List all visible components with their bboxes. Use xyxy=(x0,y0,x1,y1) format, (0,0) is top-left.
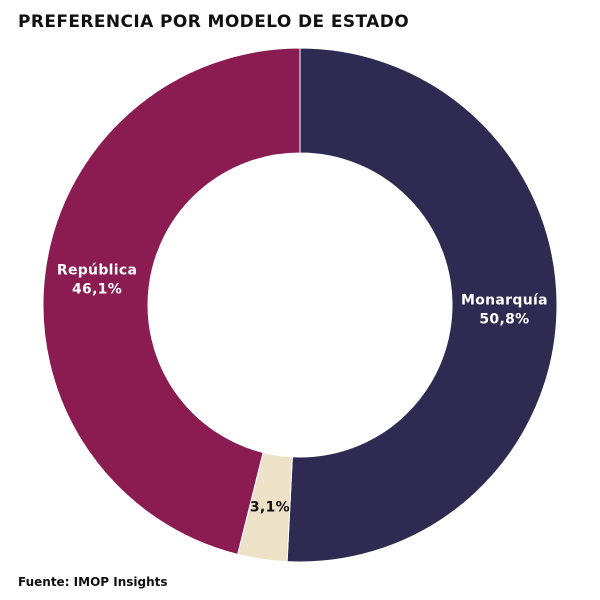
slice-value-label: 50,8% xyxy=(479,312,529,328)
source-note: Fuente: IMOP Insights xyxy=(18,575,168,589)
donut-labels: Monarquía 50,8% 3,1% República 46,1% xyxy=(57,263,548,516)
slice-value-label: 46,1% xyxy=(72,282,122,298)
slice-name-label: República xyxy=(57,263,137,279)
slice-name-label: Monarquía xyxy=(461,293,548,309)
chart-title: PREFERENCIA POR MODELO DE ESTADO xyxy=(18,12,410,32)
donut-slices xyxy=(42,47,558,563)
slice-value-label: 3,1% xyxy=(250,499,290,515)
donut-slice-república xyxy=(42,47,301,555)
donut-slice-monarquía xyxy=(286,47,558,563)
